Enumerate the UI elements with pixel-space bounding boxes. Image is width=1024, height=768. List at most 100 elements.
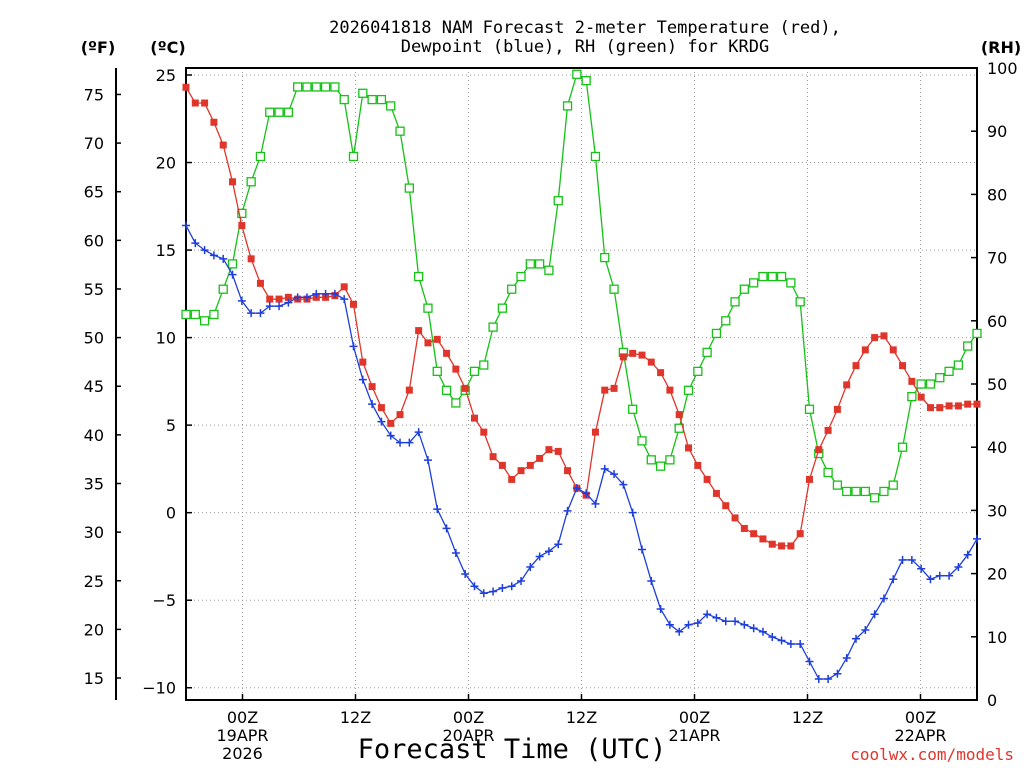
dewpoint-point <box>610 470 619 479</box>
rh-point <box>730 297 740 307</box>
fahrenheit-tick-label: 35 <box>84 474 104 493</box>
dewpoint-point <box>275 302 284 311</box>
rh-point <box>749 278 759 288</box>
dewpoint-point <box>731 617 740 626</box>
rh-point <box>311 82 321 92</box>
dewpoint-point <box>898 555 907 564</box>
dewpoint-point <box>563 506 572 515</box>
dewpoint-point <box>237 296 246 305</box>
temperature-point <box>508 475 516 483</box>
temperature-point <box>554 447 562 455</box>
temperature-point <box>350 300 358 308</box>
rh-point <box>562 101 573 111</box>
temperature-point <box>601 386 609 394</box>
time-tick-label: 00Z <box>905 708 936 727</box>
rh-point <box>637 436 647 446</box>
celsius-axis: −10 −5 0 5 10 15 20 25 <box>142 66 192 698</box>
dewpoint-point <box>498 583 507 592</box>
dewpoint-point <box>842 653 851 662</box>
dewpoint-point <box>191 239 200 248</box>
dewpoint-point <box>628 508 637 517</box>
dewpoint-point <box>284 298 293 307</box>
dewpoint-point <box>442 524 451 533</box>
celsius-tick-label: 15 <box>156 241 176 260</box>
rh-point <box>842 486 852 497</box>
dewpoint-point <box>544 547 553 556</box>
rh-point <box>758 271 768 282</box>
fahrenheit-tick-label: 55 <box>84 280 104 299</box>
fahrenheit-unit-label: (ºF) <box>81 38 116 57</box>
rh-tick-label: 90 <box>987 122 1007 141</box>
dewpoint-point <box>814 674 823 683</box>
credit-link[interactable]: coolwx.com/models <box>850 745 1014 764</box>
dewpoint-point <box>386 431 395 440</box>
rh-point <box>776 271 787 282</box>
dewpoint-point <box>879 594 888 603</box>
temperature-point <box>852 362 860 370</box>
rh-point <box>860 486 870 497</box>
temperature-point <box>954 402 962 410</box>
dewpoint-point <box>935 571 944 580</box>
plot-frame <box>185 67 978 701</box>
dewpoint-point <box>600 464 609 473</box>
temperature-point <box>591 428 599 436</box>
rh-point <box>218 284 228 294</box>
rh-point <box>209 309 219 320</box>
rh-point <box>367 94 377 105</box>
dewpoint-point <box>209 251 218 260</box>
rh-point <box>702 347 712 358</box>
temperature-point <box>191 99 199 107</box>
celsius-tick-label: 20 <box>156 154 176 173</box>
rh-point <box>795 297 805 307</box>
dewpoint-point <box>228 270 237 279</box>
rh-point <box>293 82 303 92</box>
rh-point <box>199 316 210 326</box>
dewpoint-point <box>693 618 702 627</box>
dewpoint-point <box>675 627 684 636</box>
dewpoint-point <box>889 575 898 584</box>
fahrenheit-tick-label: 20 <box>84 620 104 639</box>
rh-point <box>525 259 535 269</box>
fahrenheit-tick-label: 60 <box>84 231 104 250</box>
rh-point <box>497 303 508 313</box>
rh-point <box>851 486 861 497</box>
rh-point <box>432 366 442 377</box>
dewpoint-point <box>861 625 870 634</box>
temperature-point <box>703 475 711 483</box>
temperature-point <box>675 411 683 419</box>
temperature-point <box>740 524 748 532</box>
dewpoint-point <box>433 505 442 514</box>
time-tick-label: 00Z <box>453 708 484 727</box>
rh-point <box>441 385 452 395</box>
rh-point <box>721 316 731 326</box>
dewpoint-point <box>665 620 674 629</box>
time-tick-label: 00Z <box>227 708 258 727</box>
rh-tick-label: 60 <box>987 312 1007 331</box>
temperature-point <box>275 295 283 303</box>
temperature-point <box>843 381 851 389</box>
dewpoint-point <box>963 550 972 559</box>
rh-point <box>534 259 545 269</box>
temperature-point <box>759 535 767 543</box>
rh-tick-label: 20 <box>987 565 1007 584</box>
temperature-point <box>973 400 981 408</box>
dewpoint-point <box>414 428 423 437</box>
rh-point <box>283 107 294 117</box>
rh-tick-label: 10 <box>987 628 1007 647</box>
rh-point <box>581 75 591 86</box>
dewpoint-point <box>470 582 479 591</box>
rh-point <box>302 82 312 92</box>
rh-point <box>888 480 898 490</box>
rh-series <box>181 69 982 503</box>
rh-tick-label: 80 <box>987 185 1007 204</box>
dewpoint-point <box>777 636 786 645</box>
dewpoint-point <box>293 293 302 302</box>
temperature-point <box>629 349 637 357</box>
rh-point <box>953 360 964 370</box>
dewpoint-point <box>200 246 209 255</box>
fahrenheit-tick-label: 15 <box>84 669 104 688</box>
temperature-point <box>256 279 264 287</box>
dewpoint-point <box>377 417 386 426</box>
fahrenheit-tick-label: 65 <box>84 183 104 202</box>
